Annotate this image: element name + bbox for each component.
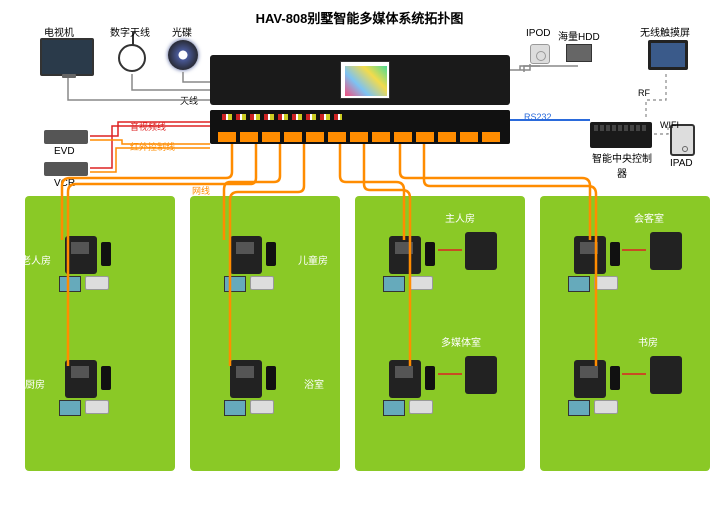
- unit-screen: [340, 61, 390, 99]
- ipod-device: [530, 44, 550, 64]
- room-study: [554, 356, 644, 416]
- av-cable-label: 音视频线: [130, 120, 166, 133]
- room-kitchen-label: 厨房: [25, 376, 45, 391]
- room-guest-extra: [650, 232, 682, 270]
- room-guest-label: 会客室: [634, 210, 664, 225]
- hdd-label: 海量HDD: [558, 28, 600, 43]
- room-study-extra: [650, 356, 682, 394]
- room-panel-3: 主人房 多媒体室: [355, 196, 525, 471]
- room-panel-2: 儿童房 浴室: [190, 196, 340, 471]
- room-bath-label: 浴室: [304, 376, 324, 391]
- wifi-label: WIFI: [660, 120, 679, 130]
- room-panel-1: 老人房 厨房: [25, 196, 175, 471]
- distribution-matrix: [210, 110, 510, 144]
- room-guest: [554, 232, 644, 292]
- room-child-label: 儿童房: [298, 252, 328, 267]
- room-media: [369, 356, 459, 416]
- room-panel-4: 会客室 书房: [540, 196, 710, 471]
- room-master: [369, 232, 459, 292]
- room-study-label: 书房: [638, 334, 658, 349]
- hdd-device: [566, 44, 592, 62]
- room-elderly: [45, 232, 135, 292]
- room-media-label: 多媒体室: [441, 334, 481, 349]
- evd-device: [44, 130, 88, 144]
- ipad-label: IPAD: [670, 158, 693, 169]
- matrix-av-jacks: [222, 114, 342, 120]
- antenna-device: [118, 44, 146, 72]
- room-child: [210, 232, 300, 292]
- controller-label: 智能中央控制器: [592, 150, 652, 180]
- room-bath: [210, 356, 300, 416]
- touchscreen-device: [648, 40, 688, 70]
- room-media-extra: [465, 356, 497, 394]
- disc-label: 光碟: [172, 24, 192, 39]
- tv-device: [40, 38, 94, 76]
- vcr-label: VCR: [54, 178, 75, 189]
- rs232-label: RS232: [524, 112, 552, 122]
- controller-device: [590, 122, 652, 148]
- tv-label: 电视机: [44, 24, 74, 39]
- antenna-label: 数字天线: [110, 24, 150, 39]
- ir-cable-label: 红外控制线: [130, 140, 175, 153]
- antenna-cable-label: 天线: [180, 94, 198, 107]
- room-elderly-label: 老人房: [21, 252, 51, 267]
- disc-device: [168, 40, 198, 70]
- diagram-title: HAV-808别墅智能多媒体系统拓扑图: [0, 8, 719, 27]
- evd-label: EVD: [54, 146, 75, 157]
- room-kitchen: [45, 356, 135, 416]
- room-master-extra: [465, 232, 497, 270]
- vcr-device: [44, 162, 88, 176]
- matrix-output-ports: [218, 132, 502, 142]
- main-av-unit: [210, 55, 510, 105]
- rf-label: RF: [638, 88, 650, 98]
- touchscreen-label: 无线触摸屏: [640, 24, 690, 39]
- room-master-label: 主人房: [445, 210, 475, 225]
- ipod-label: IPOD: [526, 28, 550, 39]
